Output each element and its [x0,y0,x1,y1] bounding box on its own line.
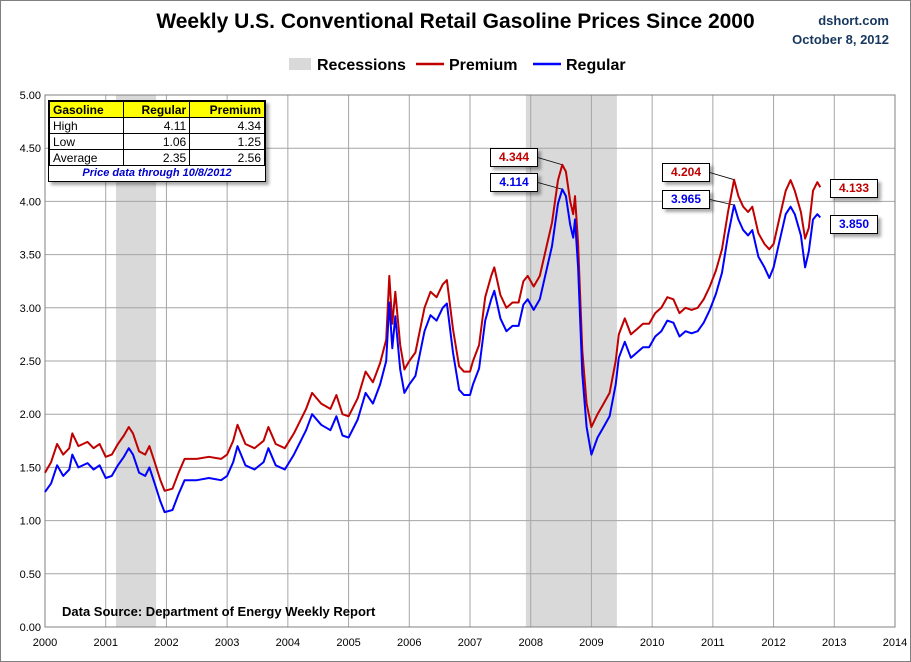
x-tick-label: 2009 [579,637,603,649]
callout-leader-line [535,156,563,166]
stats-regular-value: 1.06 [122,133,191,150]
y-tick-label: 0.50 [20,569,41,581]
series-line-regular [44,188,822,514]
y-tick-label: 1.50 [20,462,41,474]
stats-row-label: High [49,117,124,134]
legend-label-regular: Regular [566,57,626,74]
chart-title: Weekly U.S. Conventional Retail Gasoline… [156,10,755,33]
x-tick-label: 2003 [215,637,239,649]
stats-header-gasoline: Gasoline [49,101,124,118]
y-tick-label: 4.50 [20,143,41,155]
x-tick-label: 2011 [701,637,725,649]
series-line-premium [44,163,822,492]
data-source: Data Source: Department of Energy Weekly… [62,604,376,619]
callout-leader-line [535,181,563,190]
x-tick-label: 2007 [458,637,482,649]
x-tick-label: 2012 [761,637,785,649]
legend-swatch-recessions [289,58,311,70]
plot-border [44,94,896,628]
brand-date: October 8, 2012 [792,32,889,47]
x-tick-label: 2005 [336,637,360,649]
y-tick-label: 0.00 [20,622,41,634]
stats-regular-value: 4.11 [122,117,191,134]
stats-premium-value: 1.25 [189,133,265,150]
callout-premium-peak-2011: 4.204 [662,163,710,182]
y-tick-label: 4.00 [20,196,41,208]
x-tick-label: 2002 [154,637,178,649]
callout-premium-peak-2008: 4.344 [490,148,538,167]
stats-header-premium: Premium [189,101,265,118]
brand-block: dshort.com October 8, 2012 [792,11,889,49]
x-tick-label: 2010 [640,637,664,649]
table-row: Low 1.06 1.25 [49,133,265,150]
stats-regular-value: 2.35 [122,149,191,166]
x-tick-label: 2008 [518,637,542,649]
stats-header-regular: Regular [122,101,191,118]
stats-table: Gasoline Regular Premium High 4.11 4.34 … [48,100,266,182]
x-tick-label: 2014 [883,637,907,649]
table-row: Average 2.35 2.56 [49,149,265,166]
callout-regular-latest: 3.850 [830,215,878,234]
legend: Recessions Premium Regular [289,57,626,74]
y-tick-label: 5.00 [20,90,41,102]
stats-premium-value: 2.56 [189,149,265,166]
x-tick-label: 2001 [93,637,117,649]
callout-leader-line [707,171,735,181]
x-tick-label: 2004 [276,637,300,649]
legend-label-recessions: Recessions [317,57,406,74]
plot-area: 0.00 0.50 1.00 1.50 2.00 2.50 3.00 3.50 4.00 4.50… [20,90,908,649]
table-row: High 4.11 4.34 [49,117,265,134]
y-tick-label: 3.00 [20,303,41,315]
x-tick-label: 2006 [397,637,421,649]
x-tick-label: 2000 [33,637,57,649]
brand-site[interactable]: dshort.com [818,13,889,28]
stats-note: Price data through 10/8/2012 [82,167,232,179]
legend-label-premium: Premium [449,57,517,74]
y-tick-label: 2.00 [20,409,41,421]
y-tick-label: 3.50 [20,250,41,262]
callout-regular-peak-2008: 4.114 [490,173,538,192]
y-tick-label: 1.00 [20,516,41,528]
y-tick-label: 2.50 [20,356,41,368]
stats-premium-value: 4.34 [189,117,265,134]
stats-row-label: Average [49,149,124,166]
x-tick-label: 2013 [822,637,846,649]
callout-premium-latest: 4.133 [830,179,878,198]
callout-regular-peak-2011: 3.965 [662,190,710,209]
stats-row-label: Low [49,133,124,150]
